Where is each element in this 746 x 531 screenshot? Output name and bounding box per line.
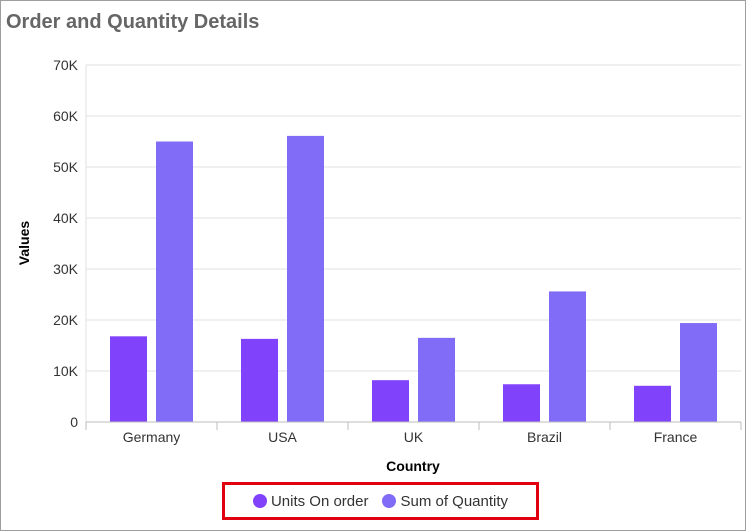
- bar-france-series-0[interactable]: [634, 385, 671, 422]
- legend-label: Sum of Quantity: [400, 492, 509, 510]
- legend-item-units-on-order[interactable]: Units On order: [252, 492, 369, 510]
- legend-item-sum-of-quantity[interactable]: Sum of Quantity: [382, 493, 508, 510]
- bar-brazil-series-0[interactable]: [503, 384, 540, 422]
- bar-germany-series-1[interactable]: [156, 141, 193, 423]
- bar-uk-series-1[interactable]: [418, 337, 455, 422]
- x-axis-title: Country: [386, 458, 440, 474]
- legend-marker-icon: [252, 494, 267, 508]
- legend: Units On order Sum of Quantity: [222, 482, 539, 520]
- y-tick-label: 10K: [53, 363, 79, 379]
- y-tick-label: 40K: [53, 210, 79, 226]
- y-tick-label: 20K: [53, 312, 79, 328]
- y-tick-label: 30K: [53, 261, 79, 277]
- bars-layer: [110, 135, 717, 423]
- x-tick-label: France: [654, 429, 698, 445]
- bar-usa-series-1[interactable]: [287, 135, 324, 422]
- y-tick-label: 70K: [53, 57, 79, 73]
- legend-label: Units On order: [270, 492, 369, 510]
- x-tick-label: Brazil: [527, 429, 562, 445]
- x-tick-label: USA: [268, 429, 297, 445]
- y-tick-label: 50K: [53, 159, 79, 175]
- bar-usa-series-0[interactable]: [241, 338, 278, 422]
- bar-germany-series-0[interactable]: [110, 336, 147, 422]
- y-axis-title: Values: [16, 221, 32, 266]
- y-tick-label: 0: [70, 414, 78, 430]
- y-tick-label: 60K: [53, 108, 79, 124]
- bar-brazil-series-1[interactable]: [549, 291, 586, 422]
- axis-layer: 0 10K 20K 30K 40K 50K 60K 70K Germany USA UK Brazil…: [53, 57, 742, 445]
- bar-uk-series-0[interactable]: [372, 380, 409, 422]
- x-tick-label: Germany: [123, 429, 181, 445]
- bar-france-series-1[interactable]: [680, 323, 717, 422]
- x-tick-label: UK: [404, 429, 424, 445]
- legend-marker-icon: [382, 494, 397, 508]
- chart-title: Order and Quantity Details: [6, 11, 260, 33]
